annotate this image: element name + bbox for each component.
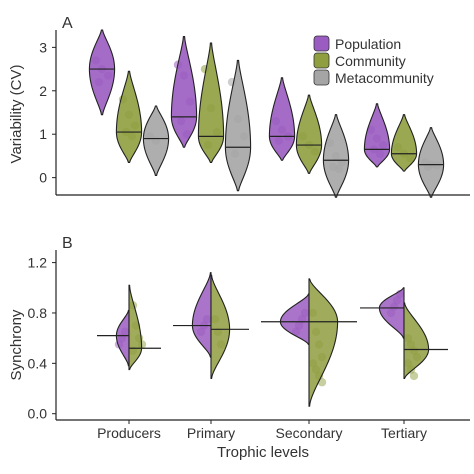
b-violin-community-producers xyxy=(128,284,143,371)
a-violin-metacommunity-primary xyxy=(224,59,252,192)
panel-a-ylabel: Variability (CV) xyxy=(8,65,25,164)
legend-swatch-metacommunity xyxy=(313,69,330,86)
a-violin-community-primary xyxy=(197,42,225,163)
panel-b-letter: B xyxy=(62,235,73,252)
xtick-label-producers: Producers xyxy=(97,425,161,441)
a-ytick-label: 1 xyxy=(39,126,47,142)
a-violin-metacommunity-secondary xyxy=(322,114,350,198)
panel-a: A Variability (CV) 0 1 2 3 Population Commu… xyxy=(8,15,470,198)
xtick-label-primary: Primary xyxy=(187,425,235,441)
b-point-community-tertiary xyxy=(409,371,419,381)
panel-b: B Synchrony 0.0 0.4 0.8 1.2 Producers Primar… xyxy=(8,235,470,461)
a-violin-metacommunity-tertiary xyxy=(417,127,445,198)
b-violin-community-tertiary xyxy=(403,302,430,379)
a-ytick-label: 3 xyxy=(39,39,47,55)
a-ytick-label: 0 xyxy=(39,170,47,186)
b-violin-population-producers xyxy=(115,309,130,367)
xtick-label-tertiary: Tertiary xyxy=(381,425,427,441)
a-violin-population-tertiary xyxy=(363,103,391,168)
b-violin-population-tertiary xyxy=(378,287,405,339)
panel-b-violins xyxy=(97,272,448,407)
b-violin-community-secondary xyxy=(308,278,339,407)
panel-b-ylabel: Synchrony xyxy=(8,309,25,380)
panel-a-letter: A xyxy=(62,15,73,32)
b-ytick-label: 0.0 xyxy=(28,406,48,422)
panel-b-xlabel: Trophic levels xyxy=(217,444,309,461)
b-ytick-label: 0.8 xyxy=(28,305,48,321)
panel-a-violins xyxy=(88,29,445,198)
panel-b-y-ticks: 0.0 0.4 0.8 1.2 xyxy=(28,255,56,422)
b-violin-community-primary xyxy=(210,274,231,379)
a-violin-community-producers xyxy=(115,70,143,163)
a-violin-metacommunity-producers xyxy=(142,105,170,177)
a-violin-population-secondary xyxy=(268,77,296,161)
legend-label-population: Population xyxy=(335,36,401,52)
a-violin-population-primary xyxy=(170,35,198,148)
a-violin-community-tertiary xyxy=(390,114,418,172)
legend-label-metacommunity: Metacommunity xyxy=(335,70,434,86)
a-violin-community-secondary xyxy=(295,94,323,174)
a-ytick-label: 2 xyxy=(39,83,47,99)
xtick-label-secondary: Secondary xyxy=(276,425,343,441)
b-ytick-label: 0.4 xyxy=(28,355,48,371)
a-violin-population-producers xyxy=(88,29,116,116)
b-ytick-label: 1.2 xyxy=(28,255,48,271)
b-violin-population-secondary xyxy=(279,293,310,345)
panel-b-x-ticks: Producers Primary Secondary Tertiary xyxy=(97,420,427,441)
legend-label-community: Community xyxy=(335,53,406,69)
b-violin-population-primary xyxy=(191,272,212,358)
legend-swatch-community xyxy=(313,52,330,69)
legend-swatch-population xyxy=(313,35,330,52)
panel-a-y-ticks: 0 1 2 3 xyxy=(39,39,56,186)
legend: Population Community Metacommunity xyxy=(313,35,434,86)
